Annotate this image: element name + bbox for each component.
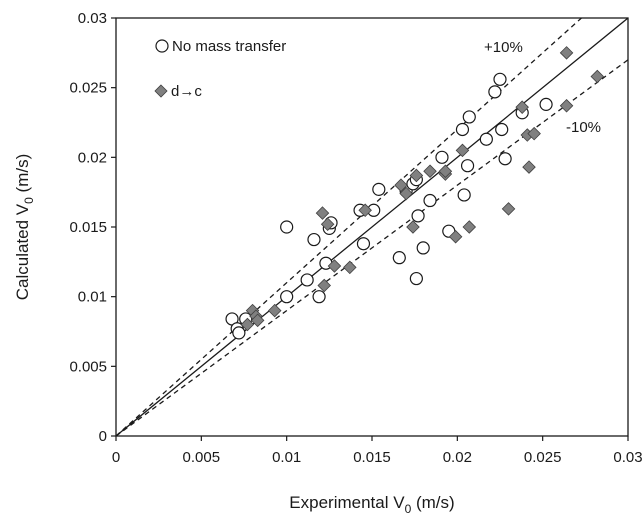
point-no-mass-transfer	[416, 241, 430, 255]
legend: No mass transfer d→c	[154, 38, 286, 100]
x-tick-label: 0.005	[183, 449, 221, 466]
x-tick-label: 0.03	[613, 449, 642, 466]
point-d-to-c	[399, 186, 413, 201]
y-tick-label: 0.015	[69, 219, 107, 236]
point-no-mass-transfer	[460, 159, 475, 173]
point-d-to-c	[522, 160, 536, 174]
point-no-mass-transfer	[307, 232, 321, 247]
axis-ticks: 00 0.005 0.005 0.01 0.01 0.015 0.015 0.02 0.02 0.…	[69, 10, 642, 466]
point-no-mass-transfer	[479, 132, 493, 146]
y-tick-label: 0.005	[69, 358, 107, 375]
reference-lines	[116, 18, 628, 436]
point-no-mass-transfer	[409, 271, 423, 286]
point-no-mass-transfer	[372, 182, 386, 196]
point-no-mass-transfer	[493, 72, 507, 86]
point-no-mass-transfer	[232, 326, 246, 340]
y-tick-label: 0	[99, 428, 107, 445]
y-tick-label: 0.02	[78, 149, 107, 166]
point-d-to-c	[240, 317, 255, 332]
point-no-mass-transfer	[495, 122, 509, 137]
data-points	[225, 46, 605, 340]
point-no-mass-transfer	[457, 188, 471, 202]
parity-line	[116, 18, 628, 436]
point-no-mass-transfer	[462, 110, 476, 124]
point-d-to-c	[515, 100, 529, 114]
point-no-mass-transfer	[356, 237, 371, 251]
point-d-to-c	[527, 126, 541, 141]
y-tick-label: 0.03	[78, 10, 107, 27]
point-no-mass-transfer	[392, 251, 406, 265]
point-d-to-c	[423, 164, 437, 179]
point-no-mass-transfer	[411, 209, 425, 223]
point-d-to-c	[409, 168, 424, 183]
plus-10-percent-line	[116, 18, 583, 436]
point-d-to-c	[462, 220, 477, 234]
point-no-mass-transfer	[300, 273, 314, 287]
point-d-to-c	[448, 229, 463, 244]
point-no-mass-transfer	[455, 122, 470, 137]
point-d-to-c	[267, 303, 282, 318]
point-no-mass-transfer	[280, 290, 294, 304]
point-no-mass-transfer	[435, 150, 449, 164]
plus-10-percent-label: +10%	[484, 39, 523, 56]
point-d-to-c	[559, 99, 574, 113]
legend-label-no-mass-transfer: No mass transfer	[172, 38, 286, 55]
point-d-to-c	[590, 69, 605, 84]
point-d-to-c	[358, 203, 372, 218]
point-d-to-c	[559, 46, 574, 60]
point-d-to-c	[250, 313, 265, 328]
x-tick-label: 0.015	[353, 449, 391, 466]
point-d-to-c	[501, 202, 516, 216]
x-tick-label: 0.01	[272, 449, 301, 466]
point-d-to-c	[438, 164, 453, 179]
point-no-mass-transfer	[312, 290, 326, 304]
minus-10-percent-label: -10%	[566, 119, 601, 136]
x-tick-label: 0.02	[443, 449, 472, 466]
point-d-to-c	[406, 220, 420, 234]
point-d-to-c	[317, 278, 331, 293]
legend-label-d-to-c: d→c	[171, 83, 202, 100]
y-tick-label: 0.01	[78, 289, 107, 306]
point-d-to-c	[320, 217, 335, 231]
point-d-to-c	[394, 178, 408, 192]
x-axis-title: Experimental V0 (m/s)	[289, 493, 454, 516]
y-tick-label: 0.025	[69, 80, 107, 97]
point-no-mass-transfer	[488, 85, 502, 99]
point-no-mass-transfer	[280, 220, 294, 234]
legend-circle-marker	[155, 39, 169, 53]
point-no-mass-transfer	[423, 193, 437, 208]
minus-10-percent-line	[116, 59, 628, 436]
y-axis-title: Calculated V0 (m/s)	[13, 154, 36, 301]
point-d-to-c	[455, 143, 470, 158]
point-d-to-c	[327, 259, 342, 273]
point-no-mass-transfer	[539, 97, 553, 111]
point-d-to-c	[315, 206, 330, 220]
legend-diamond-marker	[154, 84, 168, 98]
x-tick-label: 0.025	[524, 449, 562, 466]
point-d-to-c	[343, 260, 357, 275]
point-no-mass-transfer	[498, 152, 512, 166]
x-tick-label: 0	[112, 449, 120, 466]
